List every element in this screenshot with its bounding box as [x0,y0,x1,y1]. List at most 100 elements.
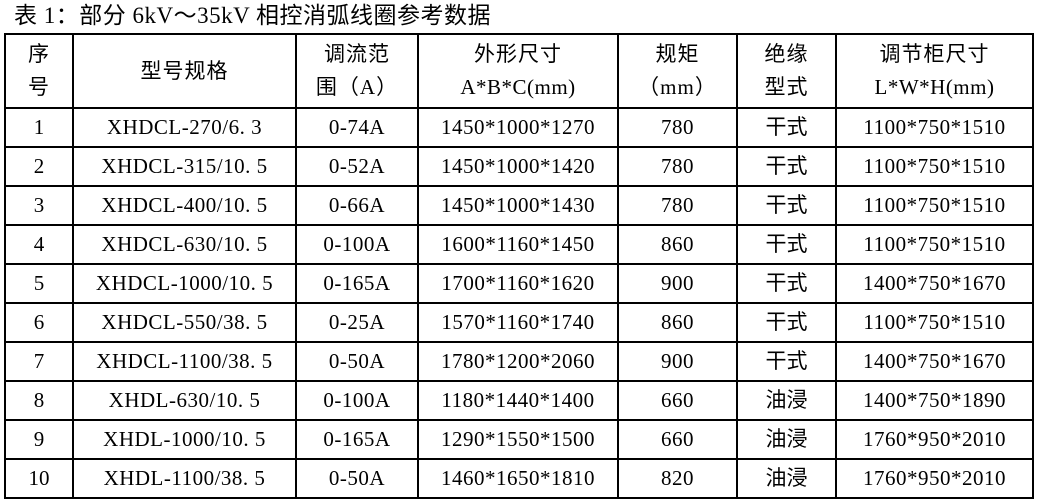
header-line: 调节柜尺寸 [879,42,990,66]
header-line: 规矩 [655,42,700,66]
cell-gauge: 780 [617,185,738,226]
cell-cabinet: 1760*950*2010 [835,419,1034,460]
cell-gauge: 780 [617,146,738,187]
cell-current-range: 0-66A [295,185,419,226]
col-header-model: 型号规格 [72,33,297,109]
cell-model: XHDL-1100/38. 5 [72,458,297,499]
table-row: 3 XHDCL-400/10. 5 0-66A 1450*1000*1430 7… [4,185,1034,226]
cell-index: 5 [4,263,74,304]
table-row: 4 XHDCL-630/10. 5 0-100A 1600*1160*1450 … [4,224,1034,265]
cell-insulation: 油浸 [736,458,837,499]
cell-gauge: 820 [617,458,738,499]
cell-dimensions: 1780*1200*2060 [417,341,619,382]
table-row: 1 XHDCL-270/6. 3 0-74A 1450*1000*1270 78… [4,107,1034,148]
header-line: 调流范 [324,42,390,66]
cell-dimensions: 1700*1160*1620 [417,263,619,304]
cell-gauge: 900 [617,341,738,382]
table-row: 5 XHDCL-1000/10. 5 0-165A 1700*1160*1620… [4,263,1034,304]
header-line: 型式 [764,75,809,99]
col-header-insulation: 绝缘 型式 [736,33,837,109]
cell-dimensions: 1180*1440*1400 [417,380,619,421]
cell-index: 2 [4,146,74,187]
col-header-current-range: 调流范 围（A） [295,33,419,109]
cell-insulation: 干式 [736,107,837,148]
cell-dimensions: 1450*1000*1430 [417,185,619,226]
header-line: 绝缘 [764,42,809,66]
header-line: A*B*C(mm) [460,75,576,99]
cell-cabinet: 1400*750*1670 [835,341,1034,382]
header-line: 型号规格 [140,58,229,83]
table-row: 7 XHDCL-1100/38. 5 0-50A 1780*1200*2060 … [4,341,1034,382]
cell-current-range: 0-50A [295,458,419,499]
cell-dimensions: 1460*1650*1810 [417,458,619,499]
cell-dimensions: 1290*1550*1500 [417,419,619,460]
cell-insulation: 油浸 [736,419,837,460]
col-header-cabinet: 调节柜尺寸 L*W*H(mm) [835,33,1034,109]
cell-cabinet: 1400*750*1670 [835,263,1034,304]
header-line: L*W*H(mm) [874,75,995,99]
table-row: 6 XHDCL-550/38. 5 0-25A 1570*1160*1740 8… [4,302,1034,343]
cell-index: 7 [4,341,74,382]
table-row: 2 XHDCL-315/10. 5 0-52A 1450*1000*1420 7… [4,146,1034,187]
col-header-gauge: 规矩 （mm） [617,33,738,109]
cell-insulation: 干式 [736,341,837,382]
cell-model: XHDCL-400/10. 5 [72,185,297,226]
col-header-index: 序 号 [4,33,74,109]
cell-model: XHDL-1000/10. 5 [72,419,297,460]
cell-current-range: 0-50A [295,341,419,382]
cell-cabinet: 1400*750*1890 [835,380,1034,421]
cell-model: XHDCL-315/10. 5 [72,146,297,187]
cell-dimensions: 1600*1160*1450 [417,224,619,265]
col-header-dimensions: 外形尺寸 A*B*C(mm) [417,33,619,109]
cell-current-range: 0-165A [295,263,419,304]
cell-model: XHDCL-630/10. 5 [72,224,297,265]
cell-gauge: 660 [617,380,738,421]
cell-gauge: 660 [617,419,738,460]
cell-index: 4 [4,224,74,265]
cell-index: 9 [4,419,74,460]
cell-current-range: 0-25A [295,302,419,343]
cell-current-range: 0-74A [295,107,419,148]
cell-index: 6 [4,302,74,343]
header-line: 围（A） [315,75,399,99]
cell-index: 1 [4,107,74,148]
header-line: 序 [28,42,50,66]
table-row: 9 XHDL-1000/10. 5 0-165A 1290*1550*1500 … [4,419,1034,460]
cell-cabinet: 1100*750*1510 [835,185,1034,226]
table-row: 10 XHDL-1100/38. 5 0-50A 1460*1650*1810 … [4,458,1034,499]
cell-gauge: 860 [617,224,738,265]
table-caption: 表 1：部分 6kV～35kV 相控消弧线圈参考数据 [14,3,492,28]
cell-insulation: 干式 [736,263,837,304]
cell-gauge: 780 [617,107,738,148]
cell-cabinet: 1100*750*1510 [835,146,1034,187]
cell-insulation: 干式 [736,146,837,187]
cell-index: 10 [4,458,74,499]
cell-current-range: 0-100A [295,224,419,265]
cell-model: XHDCL-1100/38. 5 [72,341,297,382]
header-line: 外形尺寸 [474,42,562,66]
cell-cabinet: 1100*750*1510 [835,302,1034,343]
cell-gauge: 860 [617,302,738,343]
cell-model: XHDCL-270/6. 3 [72,107,297,148]
cell-model: XHDCL-550/38. 5 [72,302,297,343]
cell-dimensions: 1570*1160*1740 [417,302,619,343]
cell-model: XHDCL-1000/10. 5 [72,263,297,304]
header-row: 序 号 型号规格 调流范 围（A） 外形尺寸 A*B*C(mm) 规矩 （ [4,33,1034,109]
cell-cabinet: 1100*750*1510 [835,224,1034,265]
cell-insulation: 干式 [736,224,837,265]
cell-current-range: 0-165A [295,419,419,460]
cell-current-range: 0-100A [295,380,419,421]
table-row: 8 XHDL-630/10. 5 0-100A 1180*1440*1400 6… [4,380,1034,421]
cell-cabinet: 1100*750*1510 [835,107,1034,148]
header-line: （mm） [638,75,717,99]
cell-model: XHDL-630/10. 5 [72,380,297,421]
cell-insulation: 干式 [736,302,837,343]
reference-data-table: 序 号 型号规格 调流范 围（A） 外形尺寸 A*B*C(mm) 规矩 （ [4,33,1034,499]
cell-dimensions: 1450*1000*1270 [417,107,619,148]
cell-index: 8 [4,380,74,421]
cell-cabinet: 1760*950*2010 [835,458,1034,499]
cell-dimensions: 1450*1000*1420 [417,146,619,187]
cell-index: 3 [4,185,74,226]
header-line: 号 [28,75,50,99]
